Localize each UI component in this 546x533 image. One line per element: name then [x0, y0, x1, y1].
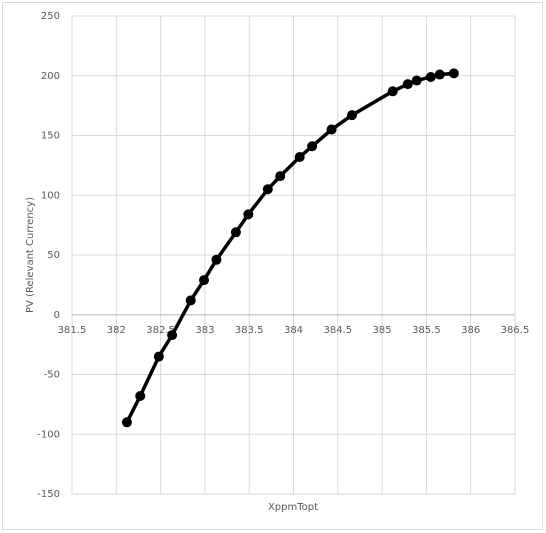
y-tick-label: 150 — [41, 131, 60, 142]
y-tick-label: 0 — [54, 310, 60, 321]
data-point — [185, 295, 196, 306]
data-point — [387, 86, 398, 97]
data-point — [346, 110, 357, 121]
data-point — [121, 417, 132, 428]
data-point — [425, 71, 436, 82]
data-point — [326, 124, 337, 135]
data-point — [262, 184, 273, 195]
y-tick-label: 50 — [47, 250, 60, 261]
data-point — [230, 227, 241, 238]
y-tick-label: 200 — [41, 71, 60, 82]
x-tick-label: 386 — [461, 325, 480, 336]
x-tick-label: 384.5 — [323, 325, 352, 336]
x-tick-label: 384 — [284, 325, 303, 336]
data-point — [211, 254, 222, 265]
x-tick-label: 386.5 — [501, 325, 530, 336]
data-point — [307, 141, 318, 152]
y-tick-label: 100 — [41, 190, 60, 201]
data-point — [153, 351, 164, 362]
x-axis-title: XppmTopt — [268, 502, 318, 513]
x-tick-label: 385.5 — [412, 325, 441, 336]
x-tick-label: 383 — [195, 325, 214, 336]
y-tick-label: 250 — [41, 11, 60, 22]
data-point — [411, 75, 422, 86]
data-point — [434, 69, 445, 80]
y-tick-label: -150 — [37, 489, 60, 500]
x-tick-label: 382 — [107, 325, 126, 336]
data-point — [199, 275, 210, 286]
data-point — [167, 330, 178, 341]
y-tick-label: -50 — [44, 370, 60, 381]
x-tick-label: 382.5 — [146, 325, 175, 336]
x-tick-label: 381.5 — [58, 325, 87, 336]
x-tick-label: 383.5 — [235, 325, 264, 336]
data-point — [243, 209, 254, 220]
y-axis-title: PV (Relevant Currency) — [25, 197, 36, 313]
data-point — [448, 68, 459, 79]
data-point — [402, 79, 413, 90]
y-tick-label: -100 — [37, 429, 60, 440]
data-point — [294, 152, 305, 163]
data-point — [275, 171, 286, 182]
x-tick-label: 385 — [373, 325, 392, 336]
data-point — [135, 391, 146, 402]
